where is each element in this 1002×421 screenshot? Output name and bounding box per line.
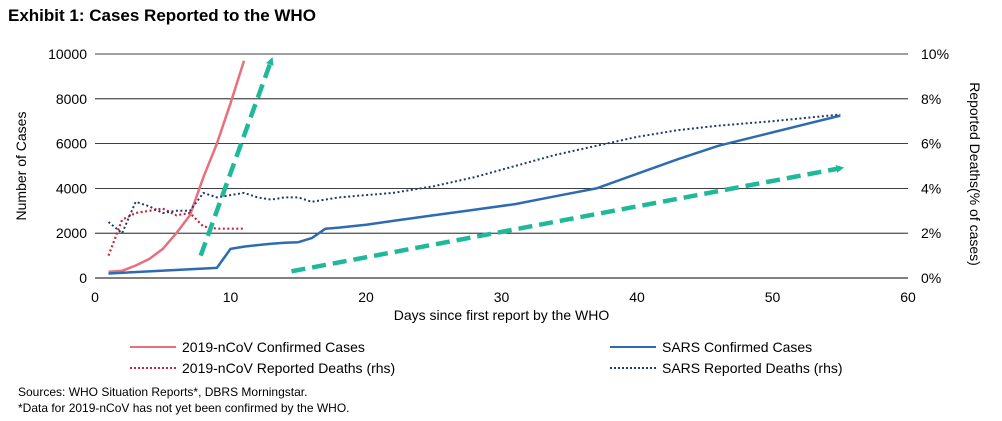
series-ncov-cases	[108, 60, 246, 273]
y-tick-label: 6000	[56, 136, 87, 152]
y2-tick-label: 0%	[921, 270, 941, 286]
legend-item-sars-deaths: SARS Reported Deaths (rhs)	[610, 359, 843, 377]
legend-item-ncov-deaths: 2019-nCoV Reported Deaths (rhs)	[130, 359, 395, 377]
y-tick-label: 0	[79, 270, 87, 286]
y2-tick-label: 6%	[921, 136, 941, 152]
x-tick-label: 30	[494, 289, 510, 305]
legend-item-sars-cases: SARS Confirmed Cases	[610, 338, 812, 356]
y2-tick-label: 10%	[921, 46, 949, 62]
legend-label-ncov-deaths: 2019-nCoV Reported Deaths (rhs)	[182, 360, 396, 376]
x-axis-title: Days since first report by the WHO	[394, 307, 610, 323]
y-tick-label: 10000	[48, 46, 87, 62]
y2-axis-title: Reported Deaths(% of cases)	[967, 82, 983, 266]
x-tick-label: 60	[900, 289, 916, 305]
legend-item-ncov-cases: 2019-nCoV Confirmed Cases	[130, 338, 365, 356]
y-tick-label: 2000	[56, 225, 87, 241]
trend-arrow	[291, 165, 845, 274]
legend-label-sars-deaths: SARS Reported Deaths (rhs)	[662, 360, 843, 376]
y2-tick-label: 4%	[921, 180, 941, 196]
x-tick-label: 10	[223, 289, 239, 305]
chart-title: Exhibit 1: Cases Reported to the WHO	[8, 6, 316, 25]
y2-tick-label: 2%	[921, 225, 941, 241]
sources-note: Sources: WHO Situation Reports*, DBRS Mo…	[18, 385, 308, 399]
y-tick-label: 8000	[56, 91, 87, 107]
series-sars-cases	[108, 114, 841, 275]
series-sars-deaths	[107, 113, 841, 235]
legend: 2019-nCoV Confirmed Cases 2019-nCoV Repo…	[0, 338, 1002, 378]
y-axis-title: Number of Cases	[13, 112, 29, 221]
x-tick-label: 0	[91, 289, 99, 305]
legend-swatch-ncov-deaths	[130, 367, 176, 369]
legend-label-ncov-cases: 2019-nCoV Confirmed Cases	[182, 339, 365, 355]
trend-arrow	[198, 56, 274, 257]
series-ncov-deaths	[107, 207, 244, 256]
legend-label-sars-cases: SARS Confirmed Cases	[662, 339, 813, 355]
x-tick-label: 50	[765, 289, 781, 305]
x-tick-label: 20	[358, 289, 374, 305]
legend-swatch-sars-cases	[610, 346, 656, 348]
line-chart: 0 2000 4000 6000 8000 10000 0% 2% 4% 6% 8% 10% 0 10 20…	[13, 46, 983, 323]
x-tick-label: 40	[629, 289, 645, 305]
legend-swatch-sars-deaths	[610, 367, 656, 369]
footnote: *Data for 2019-nCoV has not yet been con…	[18, 401, 350, 415]
y-tick-label: 4000	[56, 180, 87, 196]
legend-swatch-ncov-cases	[130, 346, 176, 348]
y2-tick-label: 8%	[921, 91, 941, 107]
